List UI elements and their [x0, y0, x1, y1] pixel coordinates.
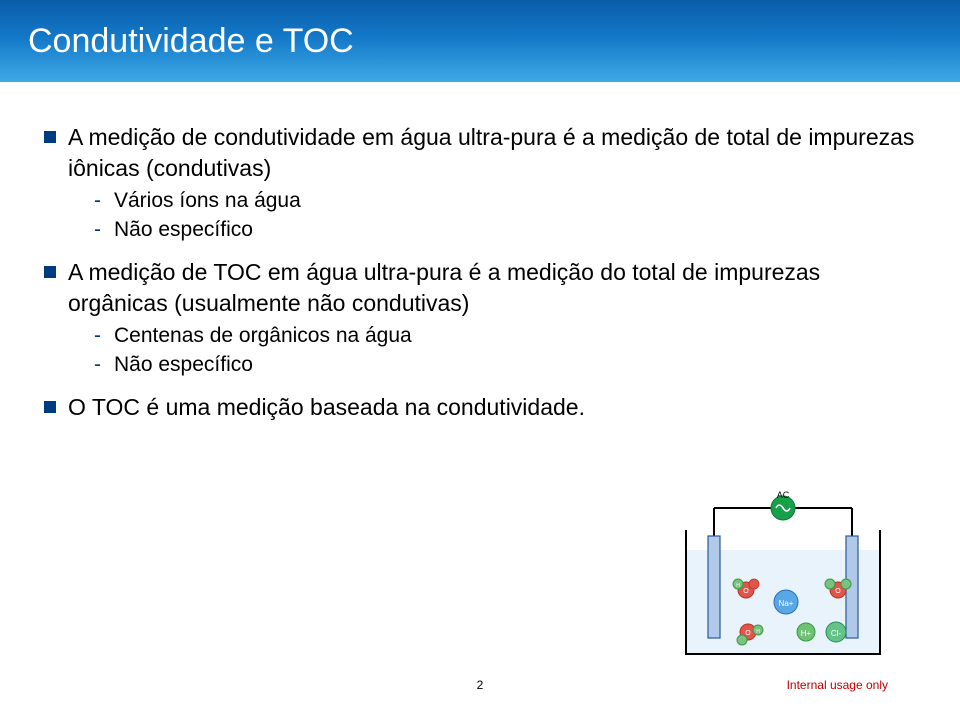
- title-band: Condutividade e TOC: [0, 0, 960, 82]
- svg-text:O: O: [745, 630, 751, 637]
- slide-content: A medição de condutividade em água ultra…: [0, 82, 960, 423]
- bullet-text: A medição de TOC em água ultra-pura é a …: [68, 257, 916, 319]
- conductivity-diagram: AC O H O Na+ O H H+ Cl-: [678, 490, 888, 660]
- svg-text:H+: H+: [801, 629, 812, 638]
- svg-text:H: H: [756, 629, 760, 635]
- bullet-dash-icon: -: [94, 321, 108, 350]
- bullet-dash-icon: -: [94, 215, 108, 244]
- bullet-text: O TOC é uma medição baseada na condutivi…: [68, 392, 585, 423]
- svg-text:O: O: [835, 588, 841, 595]
- bullet-text: A medição de condutividade em água ultra…: [68, 122, 916, 184]
- sub-bullet-text: Não específico: [114, 350, 253, 379]
- bullet-square-icon: [44, 131, 56, 143]
- sub-bullet-text: Vários íons na água: [114, 186, 301, 215]
- bullet-square-icon: [44, 266, 56, 278]
- slide-title: Condutividade e TOC: [28, 22, 354, 61]
- page-number: 2: [477, 678, 484, 692]
- bullet-dash-icon: -: [94, 186, 108, 215]
- svg-text:H: H: [736, 583, 740, 589]
- slide-footer: 2 Internal usage only: [0, 678, 960, 692]
- bullet-item: A medição de condutividade em água ultra…: [44, 122, 916, 245]
- internal-usage-label: Internal usage only: [787, 678, 888, 692]
- ac-label: AC: [777, 490, 790, 500]
- bullet-dash-icon: -: [94, 350, 108, 379]
- svg-text:Na+: Na+: [779, 599, 794, 608]
- sub-bullet-text: Centenas de orgânicos na água: [114, 321, 412, 350]
- bullet-item: O TOC é uma medição baseada na condutivi…: [44, 392, 916, 423]
- svg-text:Cl-: Cl-: [831, 629, 842, 638]
- sub-bullet-text: Não específico: [114, 215, 253, 244]
- svg-text:O: O: [743, 588, 749, 595]
- bullet-square-icon: [44, 401, 56, 413]
- bullet-item: A medição de TOC em água ultra-pura é a …: [44, 257, 916, 380]
